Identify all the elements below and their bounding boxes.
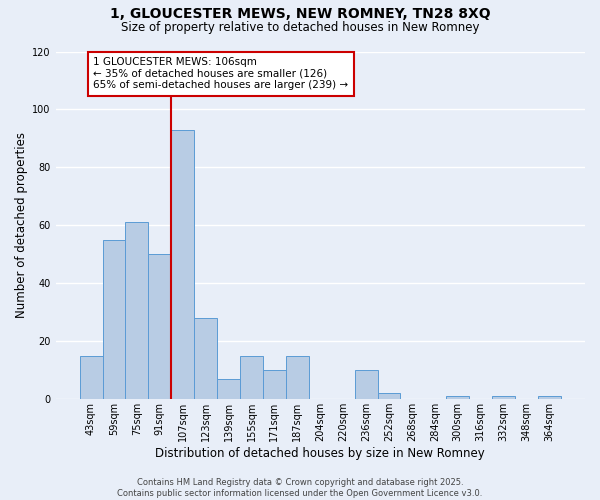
Bar	[263, 370, 286, 399]
Bar	[240, 356, 263, 399]
Text: 1 GLOUCESTER MEWS: 106sqm
← 35% of detached houses are smaller (126)
65% of semi: 1 GLOUCESTER MEWS: 106sqm ← 35% of detac…	[94, 58, 349, 90]
Bar	[125, 222, 148, 399]
Bar	[217, 379, 240, 399]
Text: 1, GLOUCESTER MEWS, NEW ROMNEY, TN28 8XQ: 1, GLOUCESTER MEWS, NEW ROMNEY, TN28 8XQ	[110, 8, 490, 22]
Bar	[492, 396, 515, 399]
Bar	[355, 370, 377, 399]
Bar	[194, 318, 217, 399]
Bar	[171, 130, 194, 399]
Text: Size of property relative to detached houses in New Romney: Size of property relative to detached ho…	[121, 21, 479, 34]
Y-axis label: Number of detached properties: Number of detached properties	[15, 132, 28, 318]
Bar	[286, 356, 309, 399]
Bar	[377, 394, 400, 399]
Bar	[148, 254, 171, 399]
Bar	[446, 396, 469, 399]
X-axis label: Distribution of detached houses by size in New Romney: Distribution of detached houses by size …	[155, 447, 485, 460]
Bar	[80, 356, 103, 399]
Text: Contains HM Land Registry data © Crown copyright and database right 2025.
Contai: Contains HM Land Registry data © Crown c…	[118, 478, 482, 498]
Bar	[103, 240, 125, 399]
Bar	[538, 396, 561, 399]
